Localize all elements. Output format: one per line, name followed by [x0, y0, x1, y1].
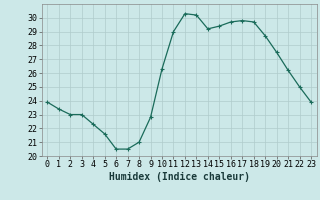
- X-axis label: Humidex (Indice chaleur): Humidex (Indice chaleur): [109, 172, 250, 182]
